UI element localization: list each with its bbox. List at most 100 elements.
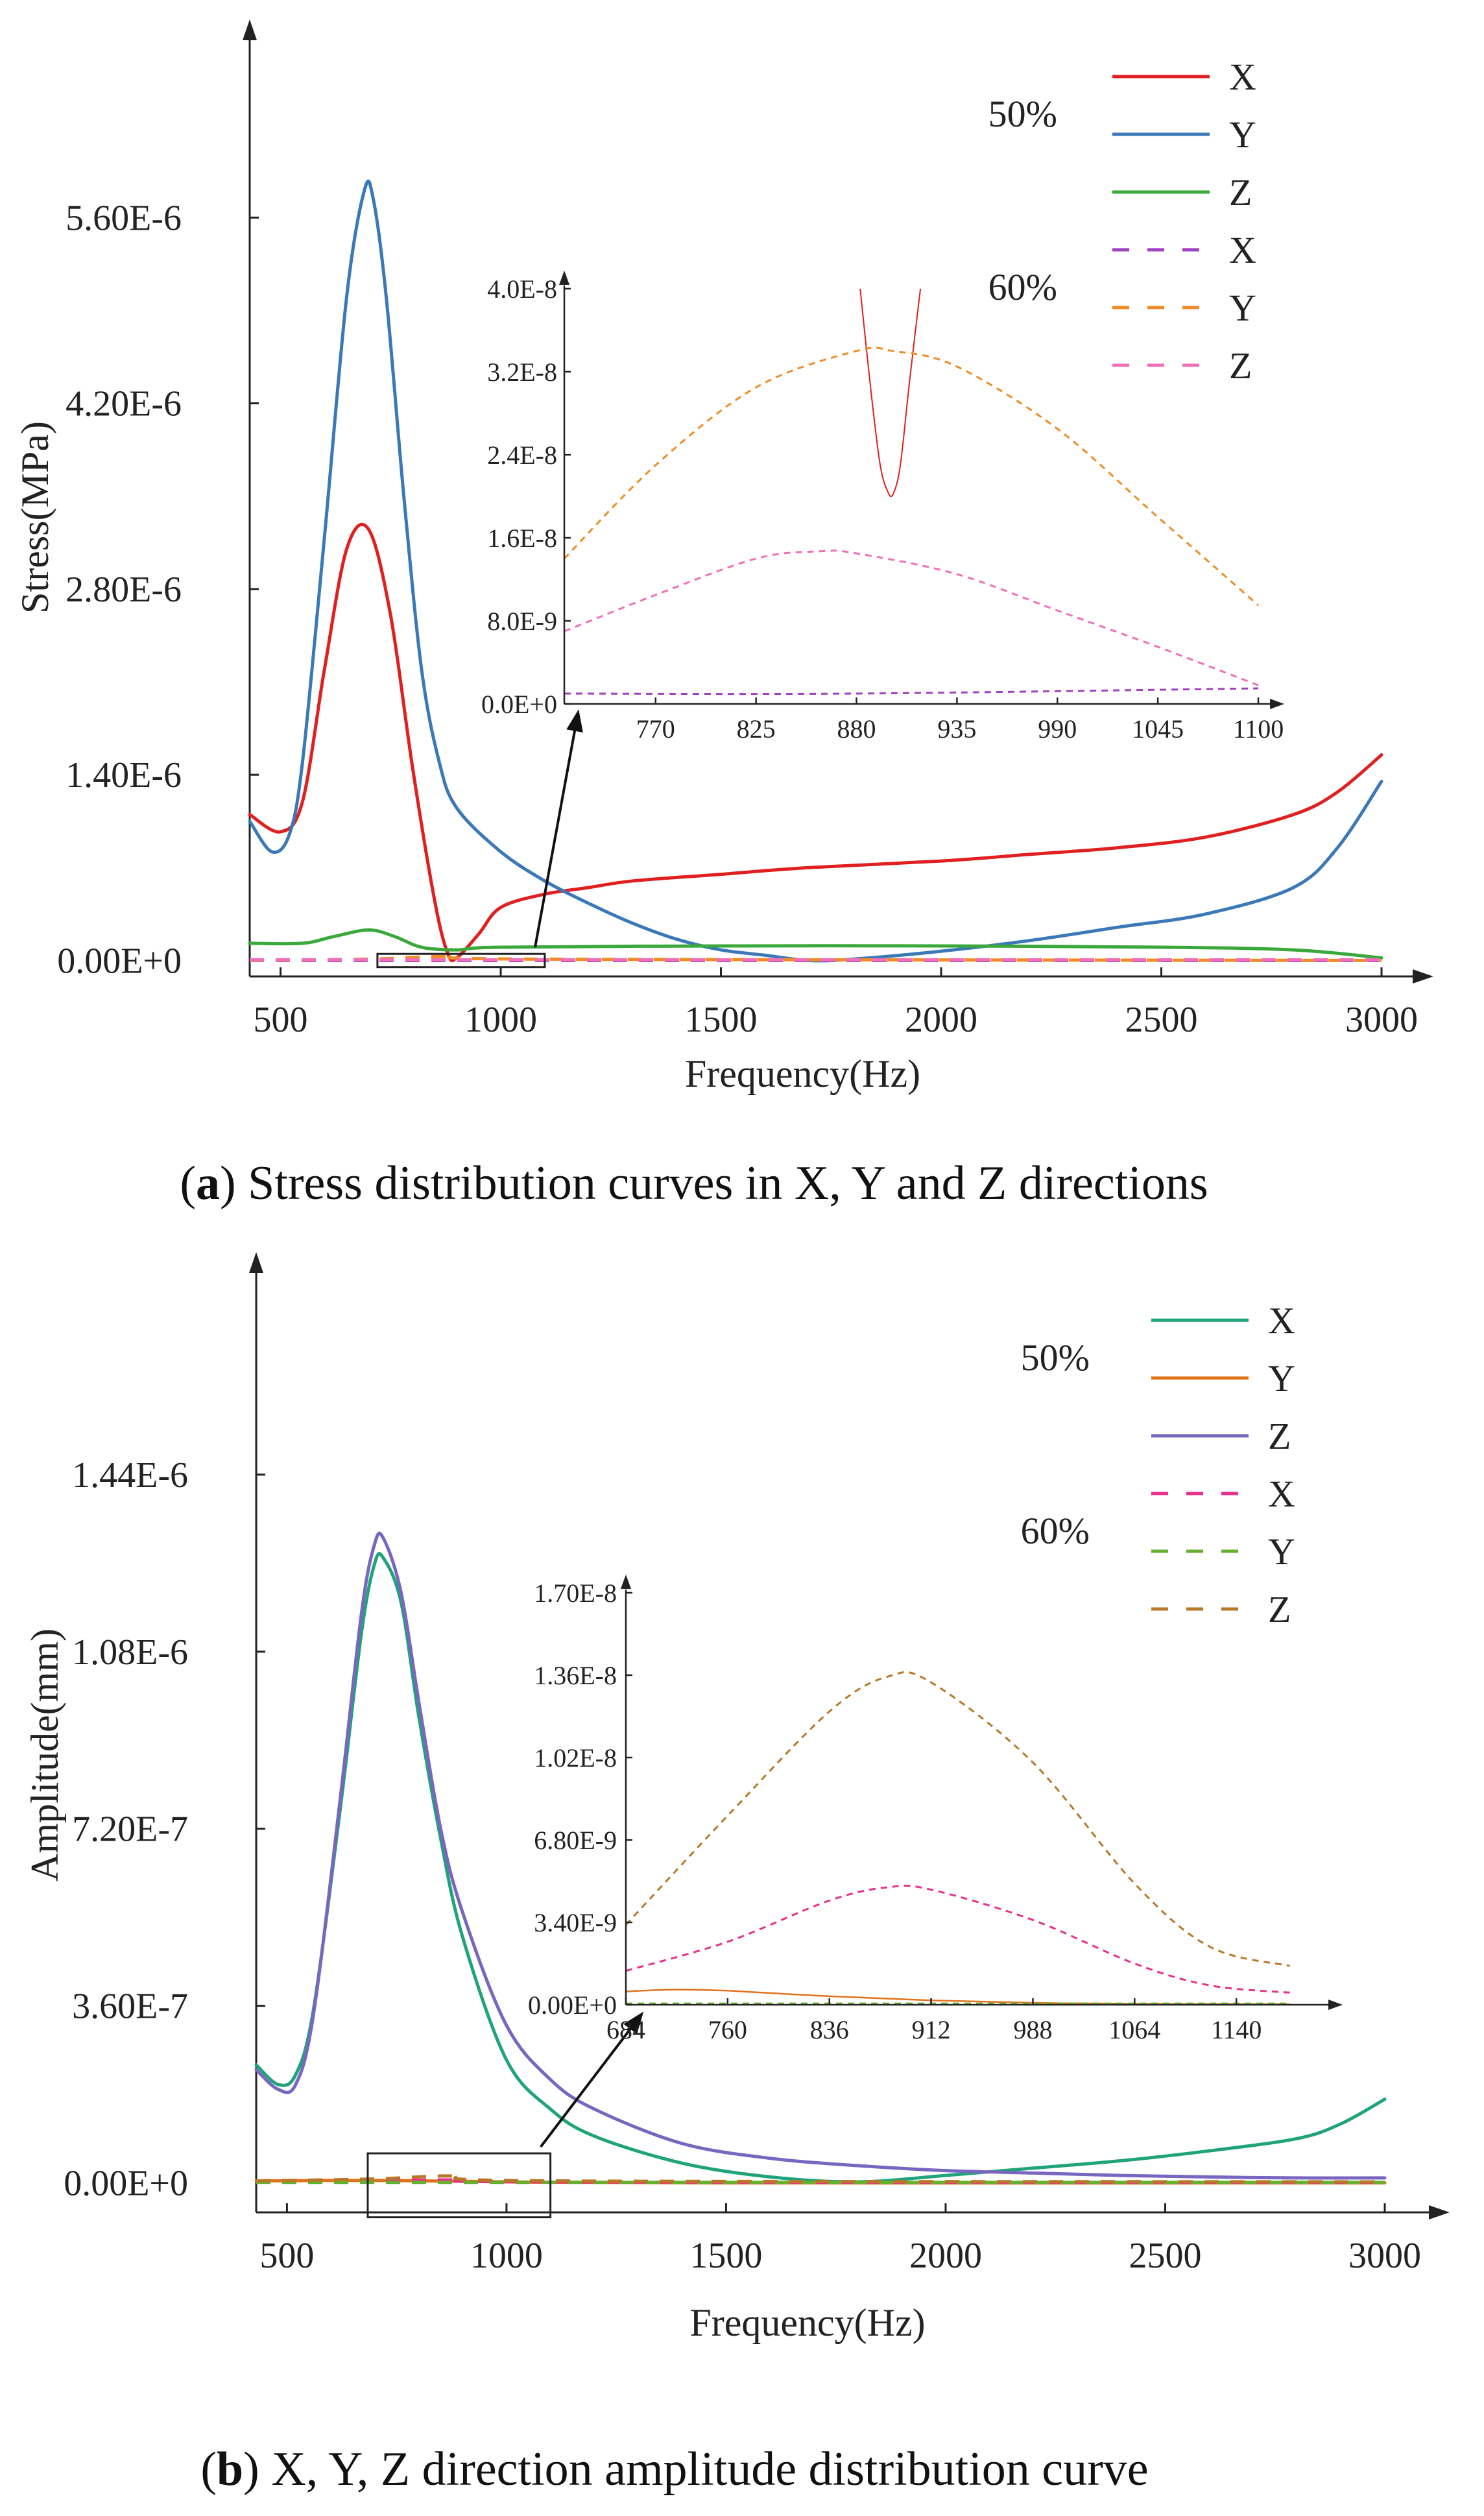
legend-entry-label: X [1229,56,1256,98]
series-50-z-line [254,1531,1387,2180]
y-tick-label: 0.00E+0 [64,2164,188,2204]
x-tick-label: 2000 [905,1000,977,1040]
y-axis-arrow [243,19,257,40]
x-tick-label: 2500 [1129,2236,1201,2276]
y-tick-label: 1.40E-6 [66,755,182,795]
legend-group-label: 50% [1021,1337,1090,1379]
inset-y-tick-label: 2.4E-8 [487,441,557,470]
y-tick-label: 1.44E-6 [72,1455,188,1495]
inset-x-tick-label: 1140 [1211,2015,1262,2044]
inset-y-tick-label: 0.00E+0 [528,1990,617,2020]
legend-entry-label: Y [1268,1530,1295,1573]
y-axis-label: Stress(MPa) [14,421,56,614]
x-tick-label: 1500 [689,2236,762,2276]
inset-x-tick-label: 912 [912,2015,951,2044]
panel-b: (b) X, Y, Z direction amplitude distribu… [23,1252,1450,2496]
inset-y-tick-label: 1.36E-8 [534,1661,617,1690]
panel-a: (a) Stress distribution curves in X, Y a… [14,19,1433,1210]
inset-y-tick-label: 3.2E-8 [487,357,557,387]
inset-y-axis-arrow [559,271,569,285]
inset-x-tick-label: 684 [606,2015,645,2044]
legend-entry-label: Z [1229,345,1252,387]
series-50-x-line [248,522,1383,963]
legend-entry-label: Y [1229,114,1256,156]
caption-a: (a) Stress distribution curves in X, Y a… [180,1157,1208,1210]
series-50-y-line [248,179,1383,963]
inset-series-60-z-line [626,1671,1291,1967]
caption-a-letter: a [196,1157,220,1210]
inset-x-tick-label: 1100 [1233,714,1284,744]
zoom-arrow-line [540,2016,640,2148]
inset-y-tick-label: 1.6E-8 [487,524,557,553]
y-tick-label: 3.60E-7 [72,1987,188,2027]
legend-group-label: 60% [1021,1510,1090,1552]
y-tick-label: 5.60E-6 [66,198,182,238]
caption-a-text: ) Stress distribution curves in X, Y and… [220,1157,1208,1210]
y-axis-arrow [249,1252,263,1273]
inset-series-50-y-line [626,1989,1290,2005]
inset-y-axis-arrow [621,1575,631,1589]
inset-series-50-x-line [859,288,922,498]
inset-x-tick-label: 988 [1013,2015,1052,2044]
caption-b-letter: b [217,2443,243,2496]
inset-y-tick-label: 1.70E-8 [534,1579,617,1608]
inset-series-60-z-line [564,550,1259,686]
legend-entry-label: Y [1268,1357,1295,1399]
inset-y-tick-label: 0.0E+0 [481,690,557,719]
series-50-x-line [254,1552,1387,2184]
x-tick-label: 2500 [1125,1000,1198,1040]
inset-x-tick-label: 880 [837,714,876,744]
inset-series-60-y-line [564,346,1259,607]
y-tick-label: 0.00E+0 [57,941,182,981]
inset-y-tick-label: 8.0E-9 [487,607,557,636]
x-tick-label: 1000 [470,2236,543,2276]
y-tick-label: 1.08E-6 [72,1632,188,1673]
caption-b-text: ) X, Y, Z direction amplitude distributi… [243,2443,1148,2496]
inset-x-tick-label: 1064 [1108,2015,1160,2044]
legend-entry-label: Z [1268,1415,1291,1457]
inset-x-tick-label: 1045 [1132,714,1184,744]
inset-series-60-x-line [564,687,1259,696]
inset-y-tick-label: 1.02E-8 [534,1743,617,1772]
legend-entry-label: Z [1229,171,1252,213]
inset-x-tick-label: 770 [636,714,675,744]
legend-group-label: 50% [988,93,1057,135]
caption-b: (b) X, Y, Z direction amplitude distribu… [200,2443,1148,2496]
x-tick-label: 3000 [1345,1000,1418,1040]
inset-x-axis-arrow [1328,2000,1343,2010]
inset-x-tick-label: 760 [708,2015,747,2044]
inset-series-60-x-line [626,1884,1290,1994]
series-50-z-line [248,928,1383,960]
inset-x-tick-label: 990 [1038,714,1077,744]
zoom-arrow-line [533,716,579,948]
legend-entry-label: X [1229,229,1256,271]
zoom-box [366,2152,552,2219]
inset-x-tick-label: 825 [737,714,776,744]
legend-entry-label: X [1268,1300,1295,1342]
x-tick-label: 500 [254,1000,308,1040]
inset-y-tick-label: 6.80E-9 [534,1826,617,1855]
y-tick-label: 2.80E-6 [66,570,182,610]
zoom-arrow-head [566,709,583,732]
series-60-z-line [256,2174,1385,2184]
x-tick-label: 1000 [464,1000,537,1040]
x-tick-label: 3000 [1348,2236,1421,2276]
x-axis-label: Frequency(Hz) [689,2301,925,2344]
y-tick-label: 7.20E-7 [72,1809,188,1850]
zoom-box [376,952,546,969]
inset-x-tick-label: 935 [937,714,976,744]
y-axis-label: Amplitude(mm) [23,1628,66,1881]
x-axis-arrow [1429,2205,1450,2220]
y-tick-label: 4.20E-6 [66,384,182,424]
legend-entry-label: Y [1229,287,1256,329]
x-tick-label: 2000 [909,2236,982,2276]
x-axis-arrow [1413,969,1433,984]
inset-chart: 684 760 836 912 988 1064 1140 0.00E+0 3.40E-9 6.8… [528,1575,1343,2044]
legend-group-label: 60% [988,266,1057,308]
legend-entry-label: X [1268,1473,1295,1515]
inset-chart: 770 825 880 935 990 1045 1100 0.0E+0 8.0E-9 1.6E-… [481,271,1284,744]
zoom-arrow-head [623,2011,644,2035]
x-tick-label: 1500 [685,1000,758,1040]
x-axis-label: Frequency(Hz) [685,1052,920,1095]
